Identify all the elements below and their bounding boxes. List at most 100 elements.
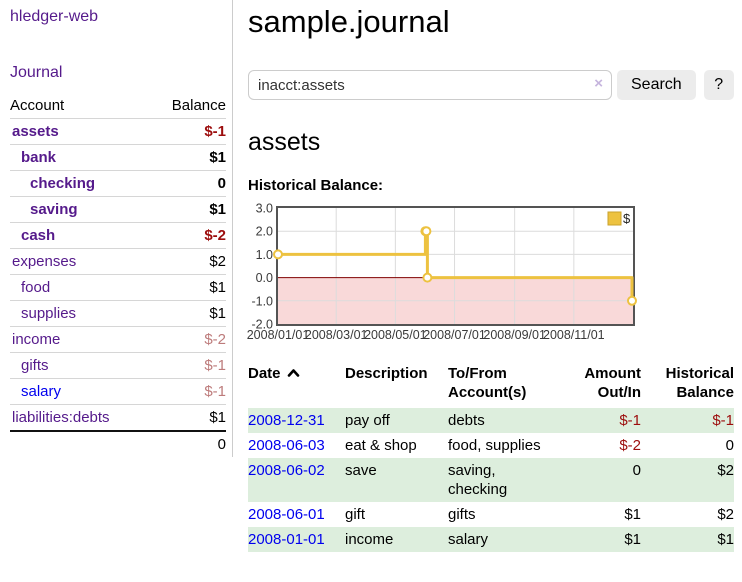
main-content: sample.journal × Search ? assets Histori… [233,0,742,552]
transaction-row: 2008-06-02 save saving, checking 0 $2 [248,458,734,502]
account-link-expenses[interactable]: expenses [12,253,77,270]
date-link[interactable]: 2008-12-31 [248,412,325,429]
accounts-header-account: Account [10,93,150,119]
account-balance: $-1 [149,378,226,405]
search-input[interactable] [248,70,612,100]
svg-text:2008/01/01: 2008/01/01 [247,328,310,342]
svg-text:$: $ [623,211,631,226]
date-link[interactable]: 2008-01-01 [248,531,325,548]
column-header-accounts: To/From Account(s) [448,365,527,401]
txn-accounts: salary [448,527,548,552]
account-row: bank $1 [10,144,226,171]
txn-amount: $-1 [548,408,641,433]
account-link-bank[interactable]: bank [21,149,57,166]
accounts-table: Account Balance assets $-1 bank $1 checking 0… [10,93,226,457]
account-row: assets $-1 [10,118,226,145]
transactions-table: Date Description To/From Account(s) Amou… [248,364,734,552]
account-balance: $-1 [149,352,226,379]
account-link-checking[interactable]: checking [30,175,96,192]
svg-text:2008/11/01: 2008/11/01 [543,328,605,342]
transaction-row: 2008-06-03 eat & shop food, supplies $-2 0 [248,433,734,458]
svg-text:2.0: 2.0 [256,225,273,239]
account-row: income $-2 [10,326,226,353]
account-link-food[interactable]: food [21,279,51,296]
txn-description: eat & shop [345,437,417,454]
account-balance: $-2 [149,222,226,249]
help-button[interactable]: ? [703,70,734,100]
account-row: expenses $2 [10,248,226,275]
svg-text:2008/05/01: 2008/05/01 [364,328,427,342]
txn-balance: $1 [641,527,734,552]
txn-accounts: saving, checking [448,458,548,502]
account-balance: $1 [149,196,226,223]
txn-balance: $2 [641,458,734,502]
svg-text:2008/09/01: 2008/09/01 [483,328,546,342]
txn-balance: $2 [717,506,734,523]
txn-accounts: debts [448,408,548,433]
transaction-row: 2008-01-01 income salary $1 $1 [248,527,734,552]
accounts-total: 0 [149,430,226,457]
account-row: gifts $-1 [10,352,226,379]
txn-description: gift [345,506,366,523]
search-button[interactable]: Search [617,70,696,100]
txn-amount: 0 [548,458,641,502]
clear-search-icon[interactable]: × [594,75,603,92]
txn-balance: $-1 [641,408,734,433]
sidebar-item-journal[interactable]: Journal [10,64,63,81]
txn-description: save [345,458,448,502]
account-link-gifts[interactable]: gifts [21,357,49,374]
accounts-total-row: 0 [10,430,226,457]
column-header-balance: Historical Balance [665,365,734,401]
brand-link[interactable]: hledger-web [10,8,99,25]
account-row: supplies $1 [10,300,226,327]
account-row: checking 0 [10,170,226,197]
svg-text:-1.0: -1.0 [251,294,273,308]
column-header-date[interactable]: Date [248,364,345,408]
account-balance: $1 [149,300,226,327]
search-input-wrap: × [248,70,612,100]
account-row: salary $-1 [10,378,226,405]
accounts-header-balance: Balance [149,93,226,119]
transaction-row: 2008-12-31 pay off debts $-1 $-1 [248,408,734,433]
txn-balance: 0 [725,437,734,454]
account-link-salary[interactable]: salary [21,383,62,400]
account-link-supplies[interactable]: supplies [21,305,77,322]
account-balance: $-2 [149,326,226,353]
txn-accounts: food, supplies [448,437,541,454]
account-link-saving[interactable]: saving [30,201,78,218]
account-row: liabilities:debts $1 [10,404,226,432]
page-title: sample.journal [248,4,450,39]
svg-text:-2.0: -2.0 [251,318,273,332]
account-heading: assets [248,128,321,156]
transaction-row: 2008-06-01 gift gifts $1 $2 [248,502,734,527]
date-link[interactable]: 2008-06-03 [248,437,325,454]
accounts-header-row: Account Balance [10,93,226,119]
txn-amount: $1 [548,527,641,552]
account-link-liabilities-debts[interactable]: liabilities:debts [12,409,110,426]
svg-text:0.0: 0.0 [256,271,273,285]
account-balance: $1 [149,274,226,301]
account-balance: $-1 [149,118,226,145]
search-bar: × Search ? [248,70,734,100]
account-balance: $1 [149,404,226,432]
account-balance: $2 [149,248,226,275]
account-link-income[interactable]: income [12,331,61,348]
txn-amount: $-2 [619,437,641,454]
column-header-description: Description [345,365,428,382]
sort-ascending-icon [287,369,299,377]
account-link-assets[interactable]: assets [12,123,59,140]
date-link[interactable]: 2008-06-01 [248,506,325,523]
account-balance: $1 [149,144,226,171]
account-row: cash $-2 [10,222,226,249]
account-balance: 0 [149,170,226,197]
svg-text:1.0: 1.0 [256,248,273,262]
svg-text:2008/03/01: 2008/03/01 [305,328,368,342]
svg-text:3.0: 3.0 [256,202,273,216]
account-row: saving $1 [10,196,226,223]
txn-description: income [345,527,448,552]
txn-description: pay off [345,408,448,433]
column-header-amount: Amount Out/In [584,365,641,401]
date-link[interactable]: 2008-06-02 [248,462,325,479]
txn-amount: $1 [624,506,641,523]
account-link-cash[interactable]: cash [21,227,56,244]
